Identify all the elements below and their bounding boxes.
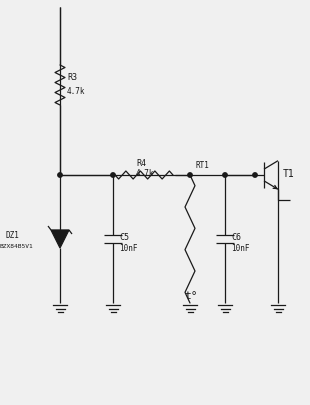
Text: RT1: RT1 [195,161,209,170]
Text: BZX84B5V1: BZX84B5V1 [0,244,34,249]
Text: 4.7k: 4.7k [67,86,86,95]
Text: 4.7k: 4.7k [136,168,154,177]
Circle shape [188,173,192,178]
Circle shape [223,173,227,178]
Circle shape [58,173,62,178]
Text: T1: T1 [283,168,295,179]
Text: 10nF: 10nF [119,244,138,253]
Text: C5: C5 [119,233,129,242]
Circle shape [253,173,257,178]
Text: 10nF: 10nF [231,244,250,253]
Text: DZ1: DZ1 [5,231,19,240]
Circle shape [111,173,115,178]
Text: R3: R3 [67,73,77,82]
Polygon shape [51,230,69,248]
Text: R4: R4 [136,158,146,167]
Text: t°: t° [184,290,197,300]
Text: C6: C6 [231,233,241,242]
